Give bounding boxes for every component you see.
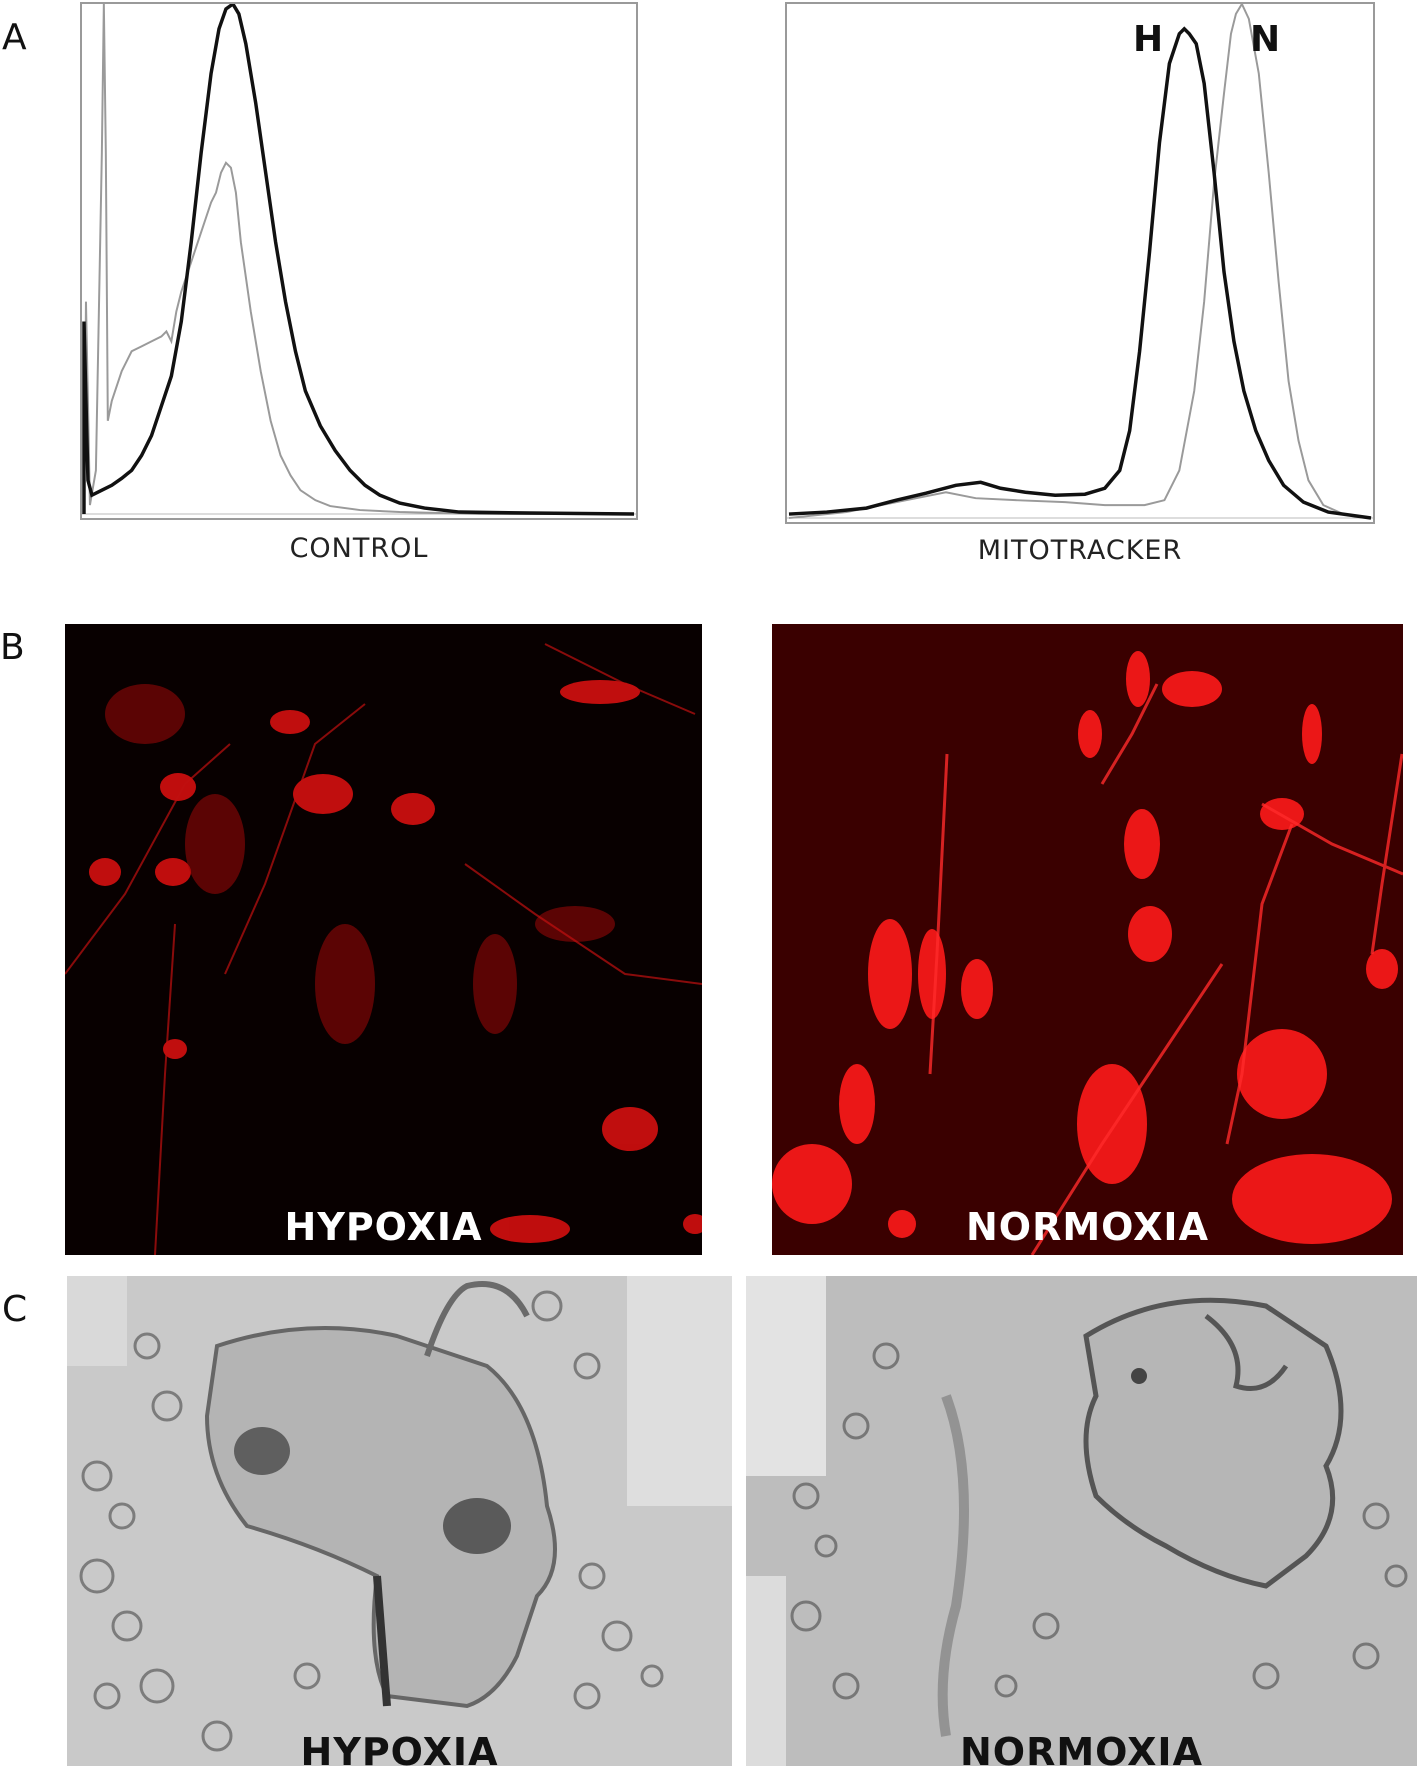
control-thick-curve <box>84 4 634 514</box>
normoxia-em-caption: NORMOXIA <box>746 1730 1417 1766</box>
control-histogram <box>80 2 638 520</box>
panel-letter-c: C <box>2 1292 27 1328</box>
panel-letter-b: B <box>0 630 25 666</box>
hypoxia-fluorescence-caption: HYPOXIA <box>65 1205 702 1249</box>
control-thin-curve <box>84 4 634 514</box>
hypoxia-fluorescence-image: HYPOXIA <box>65 624 702 1255</box>
hypoxia-em-image: HYPOXIA <box>67 1276 732 1766</box>
mitotracker-histogram <box>785 2 1375 524</box>
normoxia-fluorescence-caption: NORMOXIA <box>772 1205 1403 1249</box>
normoxia-fluorescence-image: NORMOXIA <box>772 624 1403 1255</box>
peak-label-h: H <box>1133 22 1163 58</box>
hypoxia-em-caption: HYPOXIA <box>67 1730 732 1766</box>
mitotracker-x-axis-label: MITOTRACKER <box>785 535 1375 566</box>
peak-label-n: N <box>1250 22 1280 58</box>
mitotracker-thin-curve <box>789 4 1371 518</box>
normoxia-em-image: NORMOXIA <box>746 1276 1417 1766</box>
mitotracker-thick-curve <box>789 29 1371 518</box>
control-x-axis-label: CONTROL <box>80 533 638 564</box>
panel-letter-a: A <box>2 20 27 56</box>
